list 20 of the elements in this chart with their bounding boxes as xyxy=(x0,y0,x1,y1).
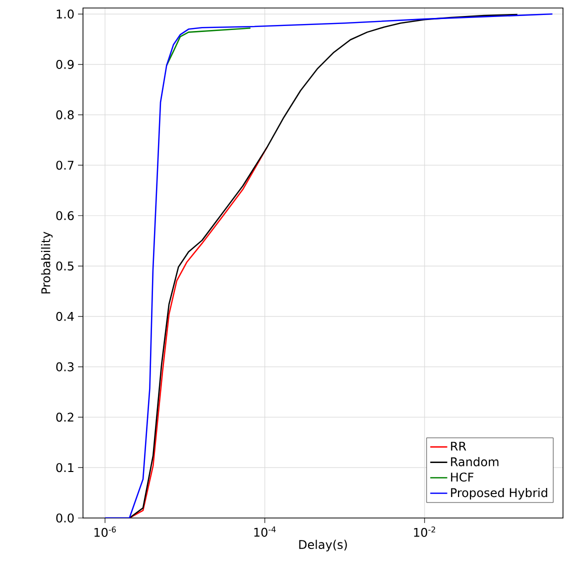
legend-label: Random xyxy=(451,457,498,466)
legend-label: Proposed Hybrid xyxy=(451,488,548,500)
y-tick-label: 0.8 xyxy=(56,110,74,120)
x-tick-label: 10$^{-2}$ xyxy=(414,526,436,537)
y-tick-label: 0.3 xyxy=(56,362,74,372)
x-axis-title: Delay(s) xyxy=(299,540,347,552)
x-tick-label: 10$^{-6}$ xyxy=(94,526,116,537)
legend-label: RR xyxy=(451,442,466,451)
y-tick-label: 0.0 xyxy=(56,513,74,523)
legend-label: HCF xyxy=(451,472,474,482)
y-tick-label: 0.9 xyxy=(56,60,74,69)
y-tick-label: 1.0 xyxy=(56,10,74,19)
y-tick-label: 0.7 xyxy=(56,160,74,170)
y-tick-label: 0.5 xyxy=(56,261,74,271)
y-tick-label: 0.1 xyxy=(56,463,74,472)
y-tick-label: 0.2 xyxy=(56,412,74,422)
y-axis-title: Probability xyxy=(41,232,53,294)
y-tick-label: 0.4 xyxy=(56,312,74,321)
y-tick-label: 0.6 xyxy=(56,211,74,220)
x-tick-label: 10$^{-4}$ xyxy=(254,526,276,537)
